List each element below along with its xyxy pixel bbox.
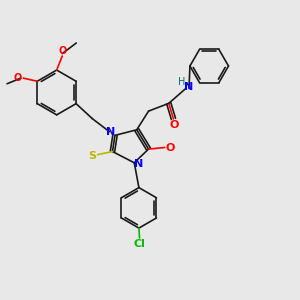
Text: O: O (14, 73, 22, 83)
Text: N: N (184, 82, 194, 92)
Text: N: N (134, 159, 143, 169)
Text: O: O (169, 120, 179, 130)
Text: O: O (166, 142, 175, 152)
Text: H: H (178, 77, 185, 87)
Text: Cl: Cl (134, 238, 146, 249)
Text: O: O (58, 46, 66, 56)
Text: N: N (106, 127, 115, 137)
Text: S: S (88, 151, 97, 161)
